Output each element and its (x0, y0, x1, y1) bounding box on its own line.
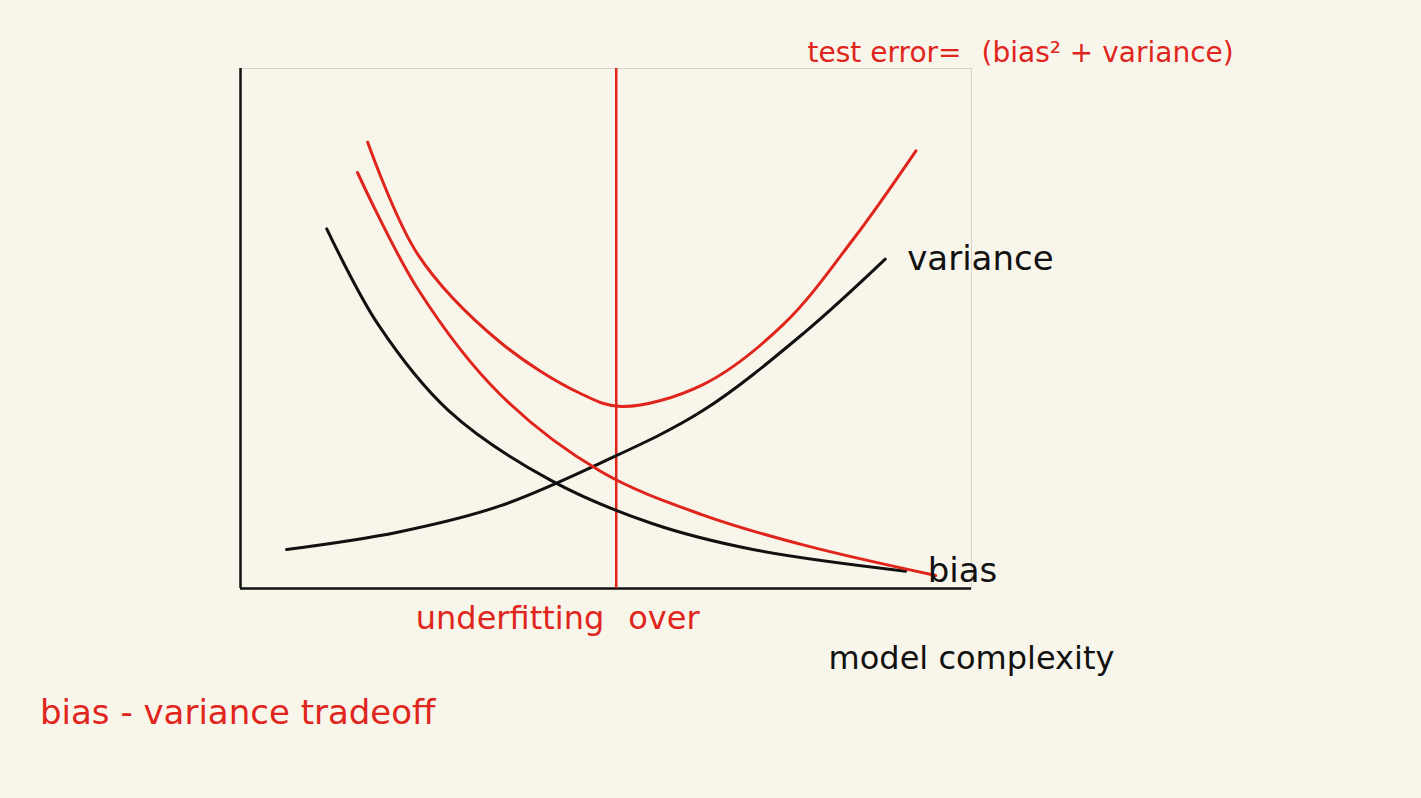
html-text:bias - variance tradeoff: bias - variance tradeoff (40, 692, 436, 732)
svg-text:over: over (628, 599, 700, 637)
svg-text:test error=: test error= (808, 36, 962, 69)
svg-text:underfitting: underfitting (416, 599, 604, 637)
svg-text:variance: variance (907, 238, 1053, 278)
svg-text:bias: bias (928, 550, 998, 590)
svg-text:model complexity: model complexity (829, 639, 1115, 677)
svg-text:(bias² + variance): (bias² + variance) (982, 36, 1234, 69)
